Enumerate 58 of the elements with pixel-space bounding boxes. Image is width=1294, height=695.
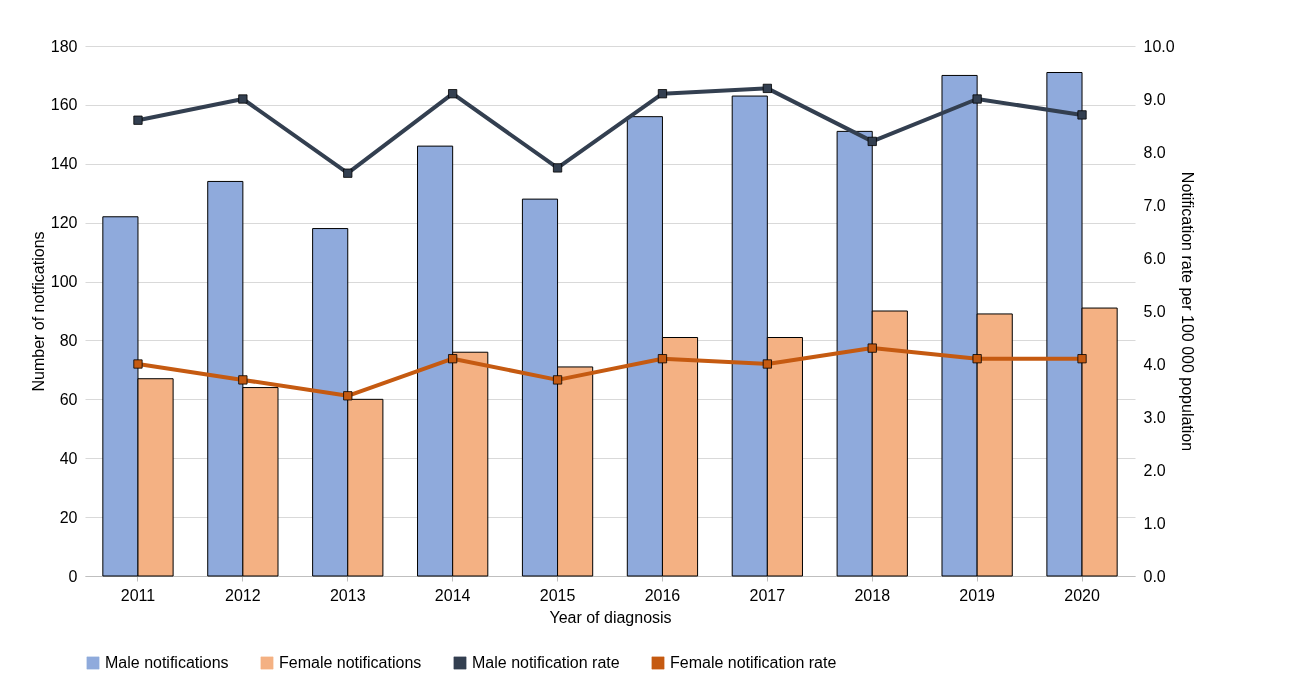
point	[972, 354, 982, 364]
point	[133, 115, 143, 125]
point	[238, 375, 248, 385]
point	[448, 89, 458, 99]
y2-tick-label: 9.0	[1143, 90, 1166, 108]
point	[238, 94, 248, 104]
point	[133, 359, 143, 369]
y2-tick-label: 3.0	[1143, 408, 1166, 426]
x-tick-label: 2019	[959, 586, 996, 604]
x-tick-label: 2011	[120, 586, 156, 604]
y-tick-label: 20	[59, 508, 78, 526]
y2-tick-label: 0.0	[1143, 567, 1166, 585]
y-tick-label: 180	[50, 37, 78, 55]
point	[657, 89, 668, 99]
x-tick-label: 2013	[329, 586, 366, 604]
y2-tick-label: 10.0	[1143, 37, 1175, 55]
y-axis-title: Number of notfications	[29, 231, 47, 392]
point	[552, 375, 563, 385]
x-tick-label: 2016	[644, 586, 681, 604]
point	[657, 354, 668, 364]
legend-label: Female notifications	[279, 654, 422, 671]
point	[867, 343, 877, 353]
point	[343, 168, 353, 178]
legend-label: Male notifications	[105, 654, 229, 671]
legend-label: Male notification rate	[472, 654, 620, 671]
x-tick-label: 2012	[225, 586, 261, 604]
y2-axis-title: Notification rate per 100 000 population	[1178, 171, 1196, 452]
y2-tick-label: 7.0	[1143, 196, 1166, 214]
y-tick-label: 80	[59, 331, 78, 349]
y2-tick-label: 5.0	[1143, 302, 1166, 320]
y-tick-label: 40	[59, 449, 78, 467]
x-tick-label: 2017	[749, 586, 786, 604]
point	[867, 136, 877, 146]
point	[552, 163, 563, 173]
x-tick-label: 2020	[1064, 586, 1100, 604]
y-tick-label: 100	[50, 273, 78, 291]
x-tick-label: 2014	[434, 586, 471, 604]
point	[343, 391, 353, 401]
y-tick-label: 60	[59, 390, 78, 408]
y-tick-label: 140	[50, 155, 78, 173]
legend-label: Female notification rate	[670, 654, 837, 671]
x-tick-label: 2015	[539, 586, 576, 604]
point	[972, 94, 982, 104]
y2-tick-label: 8.0	[1143, 143, 1166, 161]
y2-tick-label: 6.0	[1143, 249, 1166, 267]
x-axis-title: Year of diagnosis	[549, 608, 672, 626]
point	[762, 83, 772, 93]
y-tick-label: 160	[50, 96, 78, 114]
y2-tick-label: 1.0	[1143, 514, 1166, 532]
x-tick-label: 2018	[854, 586, 891, 604]
y2-tick-label: 4.0	[1143, 355, 1166, 373]
y2-tick-label: 2.0	[1143, 461, 1166, 479]
y-tick-label: 120	[50, 214, 78, 232]
point	[448, 354, 458, 364]
point	[1077, 110, 1087, 120]
point	[1077, 354, 1087, 364]
y-tick-label: 0	[68, 567, 78, 585]
point	[762, 359, 772, 369]
